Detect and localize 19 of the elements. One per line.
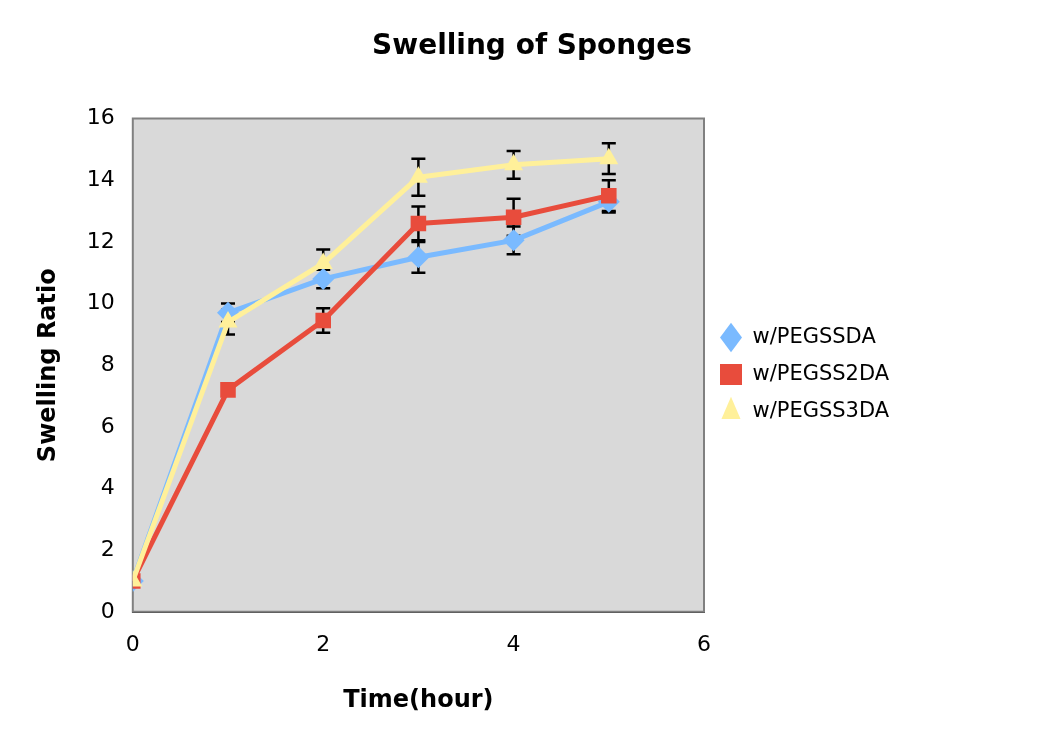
- x-tick-label: 6: [697, 630, 711, 656]
- x-tick-label: 0: [125, 630, 140, 656]
- legend-label: w/PEGSS2DA: [752, 360, 890, 385]
- x-axis-title: Time(hour): [343, 684, 494, 713]
- y-tick-label: 12: [86, 227, 115, 253]
- x-tick-label: 2: [316, 630, 331, 656]
- x-tick-label: 4: [506, 630, 521, 656]
- y-tick-label: 4: [100, 474, 115, 500]
- y-tick-label: 8: [100, 350, 115, 376]
- y-tick-label: 6: [100, 412, 115, 438]
- chart-title: Swelling of Sponges: [372, 28, 692, 62]
- y-tick-label: 2: [100, 535, 115, 561]
- y-axis-title: Swelling Ratio: [32, 268, 61, 463]
- y-tick-label: 10: [86, 289, 115, 315]
- legend-label: w/PEGSS3DA: [752, 397, 890, 422]
- legend-label: w/PEGSSDA: [752, 323, 877, 348]
- y-tick-label: 0: [100, 597, 115, 623]
- y-tick-label: 16: [86, 104, 115, 130]
- y-tick-label: 14: [86, 165, 115, 191]
